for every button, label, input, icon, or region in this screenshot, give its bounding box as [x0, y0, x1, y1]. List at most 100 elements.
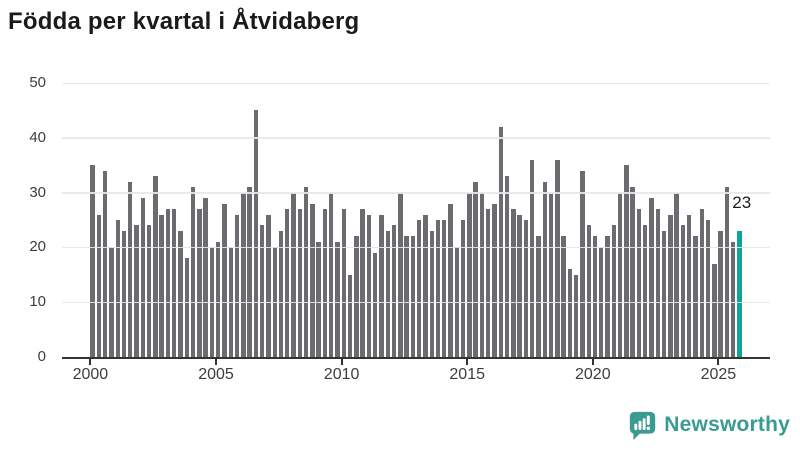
bar: [366, 214, 372, 357]
x-axis-label: 2015: [449, 366, 485, 383]
bar: [636, 209, 642, 357]
bar: [492, 203, 497, 357]
bar: [536, 236, 541, 357]
newsworthy-logo: Newsworthy: [628, 410, 790, 440]
bar: [178, 230, 183, 357]
x-axis-label: 2020: [575, 366, 611, 383]
bar: [517, 214, 522, 357]
y-axis-label: 40: [29, 128, 46, 146]
bar: [416, 220, 422, 357]
y-axis-label: 0: [37, 348, 46, 365]
bar: [90, 165, 95, 357]
bar: [165, 209, 171, 357]
bar: [140, 198, 146, 357]
bar: [102, 170, 108, 357]
bar: [146, 225, 152, 357]
bar: [190, 187, 196, 357]
bar: [316, 241, 321, 357]
bar: [693, 236, 698, 357]
bar: [523, 220, 529, 357]
bar: [674, 192, 679, 357]
x-axis-tick: [340, 359, 343, 365]
bar: [611, 225, 617, 357]
bar: [555, 159, 560, 357]
x-axis-tick: [89, 359, 92, 365]
page-title: Födda per kvartal i Åtvidaberg: [8, 8, 360, 35]
y-axis-label: 30: [29, 183, 46, 201]
bar: [291, 192, 296, 357]
bar: [605, 236, 610, 357]
bar: [341, 209, 346, 357]
bar: [303, 187, 309, 357]
bar: [391, 225, 397, 357]
bar: [718, 230, 723, 357]
bar: [542, 181, 547, 357]
x-axis-label: 2025: [700, 366, 737, 383]
bar: [404, 236, 409, 357]
bar: [410, 236, 416, 357]
bar: [184, 258, 189, 357]
bar: [347, 274, 353, 357]
bar: [128, 181, 133, 357]
bar: [354, 236, 359, 357]
bar: [586, 225, 591, 357]
bar: [624, 165, 629, 357]
gridline: [62, 192, 770, 194]
bar: [247, 187, 252, 357]
y-axis-label: 50: [29, 74, 46, 91]
x-axis-tick: [215, 359, 217, 365]
bar: [259, 225, 265, 357]
bar: [241, 192, 246, 357]
bar: [649, 198, 654, 357]
bar: [467, 192, 472, 357]
bar: [153, 176, 158, 357]
bar: [561, 236, 566, 357]
bar: [234, 214, 240, 357]
y-axis-label: 10: [29, 293, 46, 311]
bar: [630, 187, 635, 357]
bar: [724, 187, 730, 357]
bar: [159, 214, 164, 357]
gridline: [62, 137, 770, 139]
bar: [398, 192, 403, 357]
x-axis-label: 2010: [323, 366, 360, 383]
bar: [448, 203, 453, 357]
bar: [580, 170, 585, 357]
plot-area: [62, 82, 770, 359]
bar: [115, 220, 120, 357]
gridline: [62, 246, 770, 249]
bar: [655, 209, 660, 357]
bar: [712, 263, 717, 357]
bar: [442, 220, 447, 357]
bar: [435, 220, 441, 357]
bar: [96, 214, 102, 357]
bar: [253, 110, 259, 357]
bar: [310, 203, 315, 357]
bar: [511, 209, 516, 357]
bar: [486, 209, 491, 357]
bar: [423, 214, 428, 357]
bar: [498, 126, 503, 357]
bar: [643, 225, 648, 357]
x-axis-tick: [466, 359, 469, 365]
bar: [680, 225, 686, 357]
bar: [479, 192, 485, 357]
bar: [668, 214, 673, 357]
bar: [216, 241, 221, 357]
bar: [278, 230, 284, 357]
gridline: [62, 301, 770, 304]
gridline: [62, 82, 770, 84]
bar: [473, 181, 478, 357]
bar: [617, 192, 623, 357]
bar: [460, 220, 466, 357]
highlighted-bar: [737, 230, 742, 357]
bar: [530, 159, 535, 357]
bar: [285, 209, 290, 357]
bar: [266, 214, 271, 357]
bar: [730, 241, 736, 357]
bar: [429, 230, 434, 357]
bar: [687, 214, 692, 357]
bar: [504, 176, 510, 357]
bar: [335, 241, 340, 357]
